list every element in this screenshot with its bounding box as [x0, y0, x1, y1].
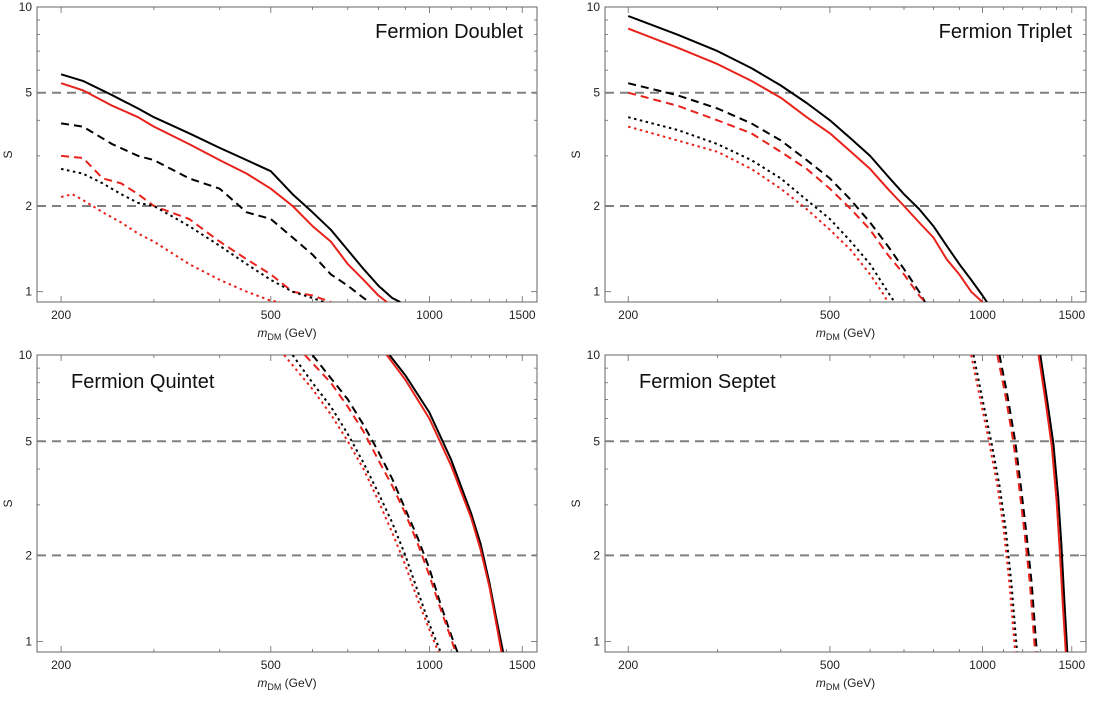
y-tick-label: 5: [25, 434, 32, 448]
panel-fermion-quintet: 200 500 1000 1500 1 2 5 10 mDM (GeV) S Fermion Qui…: [1, 348, 538, 692]
series-line: [60, 122, 371, 302]
x-tick-label: 1500: [509, 308, 536, 322]
x-tick-label: 500: [261, 658, 281, 672]
series-line: [60, 193, 280, 302]
y-tick-label: 1: [593, 635, 600, 649]
panel-title: Fermion Doublet: [375, 21, 523, 43]
x-tick-label: 200: [618, 658, 638, 672]
series-line: [1039, 355, 1069, 652]
x-tick-label: 1000: [416, 308, 443, 322]
panel-fermion-triplet: 200 500 1000 1500 1 2 5 10 mDM (GeV) S Fermion Tri…: [569, 0, 1087, 342]
series-line: [627, 27, 984, 302]
x-tick-label: 1500: [1058, 308, 1085, 322]
y-tick-label: 10: [19, 0, 33, 14]
y-axis-label: S: [1, 499, 15, 507]
y-tick-label: 10: [587, 348, 601, 362]
plot-frame: [604, 6, 1087, 303]
y-tick-label: 1: [593, 285, 600, 299]
series-line: [627, 82, 926, 302]
series-line: [283, 355, 440, 652]
y-tick-label: 2: [25, 199, 32, 213]
series-line: [291, 355, 442, 652]
y-tick-label: 5: [593, 86, 600, 100]
y-axis-label: S: [1, 150, 15, 158]
x-tick-label: 200: [51, 308, 71, 322]
x-axis-label: mDM (GeV): [816, 326, 875, 342]
panel-fermion-doublet: 200 500 1000 1500 1 2 5 10 mDM (GeV) S Fermion Dou…: [1, 0, 538, 342]
series-line: [627, 15, 988, 302]
series-line: [998, 355, 1038, 652]
x-axis-label: mDM (GeV): [816, 676, 875, 692]
plot-frame: [36, 6, 538, 303]
series-line: [311, 355, 459, 652]
plot-frame: [36, 354, 538, 653]
series-line: [60, 82, 388, 302]
plot-frame: [604, 354, 1087, 653]
series-line: [996, 355, 1037, 652]
x-tick-label: 200: [618, 308, 638, 322]
y-axis-label: S: [569, 499, 583, 507]
y-tick-label: 2: [593, 548, 600, 562]
x-tick-label: 500: [820, 658, 840, 672]
series-line: [970, 355, 1017, 652]
series-line: [388, 355, 505, 652]
series-line: [627, 125, 889, 302]
x-tick-label: 1000: [969, 308, 996, 322]
panel-title: Fermion Quintet: [71, 371, 215, 393]
y-tick-label: 5: [593, 434, 600, 448]
panel-title: Fermion Septet: [639, 371, 776, 393]
x-tick-label: 1500: [509, 658, 536, 672]
x-tick-label: 500: [261, 308, 281, 322]
series-line: [61, 154, 332, 302]
x-tick-label: 500: [820, 308, 840, 322]
x-tick-label: 1000: [416, 658, 443, 672]
x-tick-label: 1000: [969, 658, 996, 672]
series-line: [1037, 355, 1067, 652]
y-tick-label: 1: [25, 285, 32, 299]
panel-fermion-septet: 200 500 1000 1500 1 2 5 10 mDM (GeV) S Fermion Sep…: [569, 348, 1087, 692]
series-line: [60, 73, 401, 302]
y-tick-label: 5: [25, 86, 32, 100]
x-axis-label: mDM (GeV): [257, 676, 316, 692]
y-axis-label: S: [569, 150, 583, 158]
y-tick-label: 2: [593, 199, 600, 213]
x-axis-label: mDM (GeV): [257, 326, 316, 342]
y-tick-label: 1: [25, 635, 32, 649]
series-line: [627, 91, 926, 302]
series-line: [627, 116, 896, 302]
x-tick-label: 200: [51, 658, 71, 672]
series-line: [972, 355, 1019, 652]
series-line: [304, 355, 457, 652]
series-line: [60, 167, 325, 302]
x-tick-label: 1500: [1058, 658, 1085, 672]
y-tick-label: 10: [19, 348, 33, 362]
y-tick-label: 10: [587, 0, 601, 14]
panel-title: Fermion Triplet: [939, 21, 1073, 43]
y-tick-label: 2: [25, 548, 32, 562]
series-line: [385, 355, 503, 652]
